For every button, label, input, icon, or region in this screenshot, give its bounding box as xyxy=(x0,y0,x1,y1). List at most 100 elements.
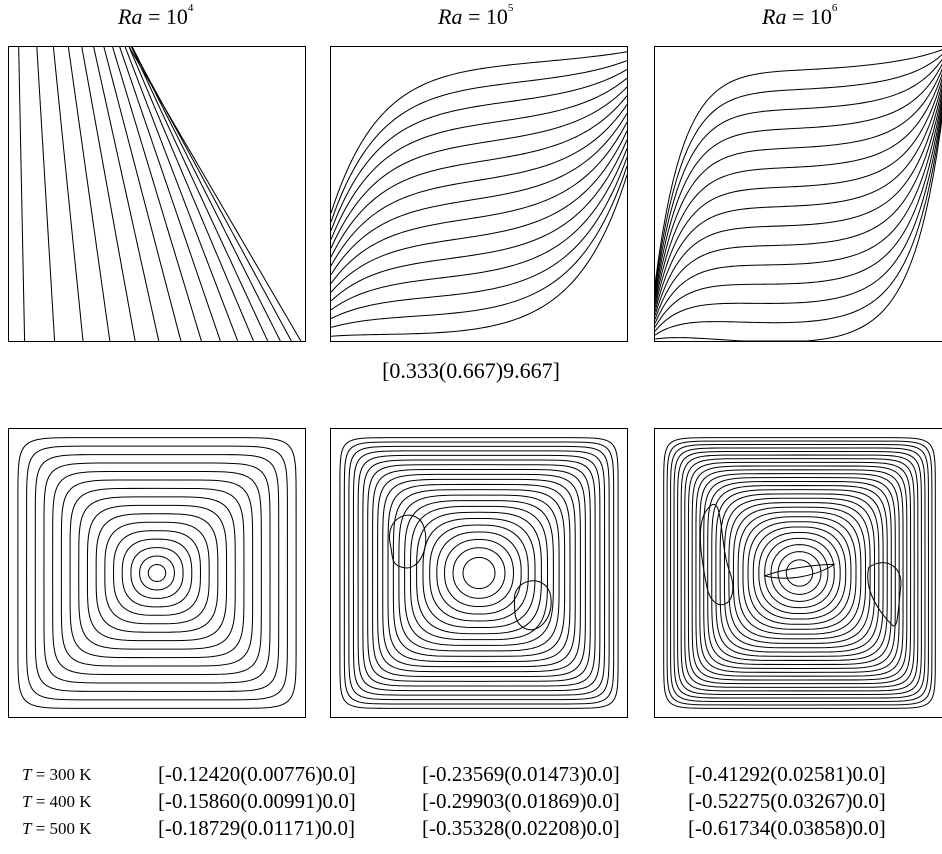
streamline xyxy=(404,500,554,646)
isotherm-line xyxy=(331,165,627,328)
isotherm-line xyxy=(655,86,942,316)
isotherm-line xyxy=(331,139,627,302)
streamline xyxy=(436,531,522,615)
isotherm-line xyxy=(124,47,239,341)
isotherm-line xyxy=(131,47,281,341)
isotherm-line xyxy=(655,96,942,324)
streamline xyxy=(691,465,908,681)
isotherm-line xyxy=(93,47,160,341)
streamline xyxy=(663,437,936,709)
streamline xyxy=(367,464,591,682)
streamline xyxy=(687,461,912,685)
streamline xyxy=(69,487,245,659)
isotherm-line xyxy=(655,115,942,341)
streamline xyxy=(684,458,915,688)
temperature-label-300: T = 300 K xyxy=(22,765,92,784)
streamline xyxy=(130,547,184,599)
isotherm-line xyxy=(655,72,942,304)
streamline-vortex xyxy=(513,580,552,631)
isotherm-line xyxy=(655,110,942,336)
stream-range-500-ra-1e4: [-0.18729(0.01171)0.0] xyxy=(158,816,355,840)
streamline xyxy=(747,521,852,625)
streamline-panel-ra-1e6 xyxy=(654,428,942,718)
streamline xyxy=(699,473,900,673)
isotherm-line xyxy=(331,86,627,249)
isotherm-line xyxy=(81,47,136,341)
isotherm-line xyxy=(131,47,269,341)
isotherm-line xyxy=(103,47,182,341)
streamline xyxy=(78,496,236,650)
streamline xyxy=(666,440,933,706)
streamline xyxy=(17,437,297,709)
streamline xyxy=(362,459,596,687)
isotherm-plot-ra-1e5 xyxy=(331,51,627,337)
streamline-vortex xyxy=(763,563,836,579)
isotherm-line xyxy=(331,77,627,240)
streamline xyxy=(52,470,262,676)
streamline-panel-ra-1e4 xyxy=(8,428,306,718)
isotherm-line xyxy=(119,47,221,341)
streamline xyxy=(121,538,193,608)
isotherm-line xyxy=(655,100,942,328)
streamline xyxy=(758,531,841,615)
stream-range-400-ra-1e6: [-0.52275(0.03267)0.0] xyxy=(688,789,886,813)
streamline-vortex xyxy=(699,503,734,606)
streamline-plot-ra-1e6 xyxy=(663,437,936,709)
isotherm-range-label: [0.333(0.667)9.667] xyxy=(382,358,560,383)
isotherm-line xyxy=(655,82,942,312)
isotherm-line xyxy=(67,47,111,341)
isotherm-line xyxy=(18,47,26,341)
stream-range-400-ra-1e4: [-0.15860(0.00991)0.0] xyxy=(158,789,356,813)
streamline xyxy=(416,511,542,635)
streamline xyxy=(673,447,926,699)
isotherm-line xyxy=(331,51,627,214)
streamline xyxy=(392,489,566,657)
isotherm-line xyxy=(331,157,627,320)
stream-range-300-ra-1e4: [-0.12420(0.00776)0.0] xyxy=(158,762,356,786)
streamline xyxy=(677,450,922,696)
isotherm-plot-ra-1e4 xyxy=(18,47,302,341)
streamline-vortex xyxy=(867,562,902,627)
streamline xyxy=(715,489,884,657)
isotherm-line xyxy=(331,121,627,284)
streamline xyxy=(443,538,515,608)
streamline-vortex xyxy=(388,514,427,569)
streamline xyxy=(377,473,581,673)
isotherm-line xyxy=(655,49,942,285)
isotherm-line xyxy=(331,60,627,223)
streamline xyxy=(703,477,896,669)
isotherm-plot-ra-1e6 xyxy=(655,49,942,341)
stream-range-300-ra-1e6: [-0.41292(0.02581)0.0] xyxy=(688,762,886,786)
isotherm-line xyxy=(655,77,942,308)
streamline xyxy=(104,521,210,625)
isotherm-line xyxy=(331,68,627,231)
streamline xyxy=(764,537,835,609)
streamline-panel-ra-1e5 xyxy=(330,428,628,718)
streamline xyxy=(357,454,601,692)
stream-range-300-ra-1e5: [-0.23569(0.01473)0.0] xyxy=(422,762,620,786)
streamline xyxy=(695,469,904,677)
streamline xyxy=(719,493,880,653)
streamline xyxy=(387,483,571,663)
streamline xyxy=(60,479,254,667)
streamline xyxy=(752,526,847,620)
streamline xyxy=(785,559,814,587)
isotherm-line xyxy=(112,47,202,341)
isotherm-line xyxy=(655,63,942,297)
isotherm-line xyxy=(655,53,942,289)
streamline xyxy=(462,556,496,590)
isotherm-panel-ra-1e5 xyxy=(330,46,628,342)
isotherm-line xyxy=(655,105,942,332)
streamline xyxy=(86,504,228,642)
isotherm-line xyxy=(331,104,627,267)
isotherm-line xyxy=(331,130,627,293)
streamline xyxy=(742,516,857,630)
title-ra-1e5: Ra = 105 xyxy=(438,2,514,29)
title-ra-1e4: Ra = 104 xyxy=(118,2,194,29)
isotherm-line xyxy=(331,148,627,311)
stream-range-500-ra-1e6: [-0.61734(0.03858)0.0] xyxy=(688,816,886,840)
isotherm-line xyxy=(331,95,627,258)
streamline xyxy=(398,494,560,652)
streamline xyxy=(670,443,929,703)
streamline xyxy=(112,530,202,616)
